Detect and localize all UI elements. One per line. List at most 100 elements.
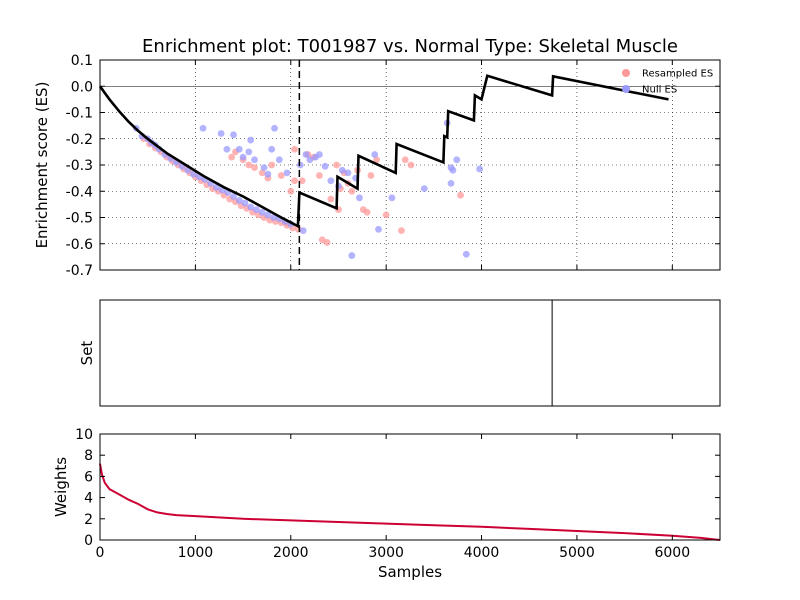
es-panel: 0.1 0.0 -0.1 -0.2 -0.3 -0.4 -0.5 -0.6 -0.7 Enric… <box>33 53 721 279</box>
null-es-point <box>447 164 455 172</box>
resampled-es-point <box>245 161 253 169</box>
null-es-point <box>247 203 255 211</box>
null-es-point <box>223 145 231 153</box>
null-es-point <box>260 164 268 172</box>
weights-panel-border <box>99 433 721 541</box>
weights-x-ticks: 0 1000 2000 3000 4000 5000 6000 <box>96 434 690 561</box>
es-ytick-label: 0.0 <box>71 79 93 95</box>
es-ytick-label: -0.6 <box>66 237 93 253</box>
es-legend: Resampled ES Null ES <box>622 69 713 96</box>
es-ytick-label: -0.5 <box>66 211 93 227</box>
resampled-es-point <box>363 208 371 216</box>
null-es-point <box>212 183 220 191</box>
weights-xtick-label: 0 <box>96 545 105 561</box>
weights-x-axis-label: Samples <box>378 563 442 581</box>
null-es-point <box>306 156 314 164</box>
es-ytick-label: -0.1 <box>66 106 93 122</box>
weights-y-axis-label: Weights <box>52 457 70 517</box>
weights-xtick-label: 5000 <box>559 545 595 561</box>
resampled-es-point <box>348 187 356 195</box>
null-es-point <box>447 179 455 187</box>
null-es-point <box>235 145 243 153</box>
es-ytick-label: -0.4 <box>66 184 93 200</box>
resampled-es-point <box>407 161 415 169</box>
weights-ytick-label: 6 <box>84 469 93 485</box>
null-es-point <box>230 193 237 200</box>
null-es-point <box>251 156 258 164</box>
weights-xtick-label: 1000 <box>178 545 214 561</box>
weights-xtick-label: 2000 <box>273 545 309 561</box>
null-es-point <box>253 206 260 214</box>
null-es-point <box>388 194 396 202</box>
null-es-point <box>299 227 307 235</box>
resampled-es-point <box>298 177 306 185</box>
null-es-point <box>239 153 247 161</box>
null-es-point <box>190 170 197 178</box>
weights-xtick-label: 6000 <box>654 545 690 561</box>
weights-xtick-label: 3000 <box>368 545 404 561</box>
null-es-point <box>296 161 304 169</box>
null-es-point <box>321 162 329 170</box>
null-es-point <box>270 214 277 221</box>
null-es-point <box>375 225 382 233</box>
set-panel-border <box>99 299 721 407</box>
null-es-point <box>356 194 363 202</box>
resampled-es-point <box>373 156 381 164</box>
es-ytick-label: -0.7 <box>66 263 93 279</box>
resampled-es-point <box>291 145 298 153</box>
null-es-point <box>241 199 249 207</box>
null-es-point <box>453 156 461 164</box>
null-es-point <box>235 197 243 204</box>
legend-label-null: Null ES <box>642 85 677 96</box>
weights-panel: 10 8 6 4 2 0 0 1000 2000 3000 4000 5000 6000 Weight… <box>52 427 721 581</box>
weights-ytick-label: 4 <box>84 491 93 507</box>
resampled-es-point <box>367 172 375 179</box>
resampled-es-point <box>258 169 266 177</box>
weights-ytick-label: 10 <box>75 427 93 443</box>
resampled-es-point <box>401 156 409 164</box>
null-es-point <box>268 145 276 153</box>
resampled-es-point <box>291 177 298 185</box>
legend-marker-resampled <box>622 69 630 77</box>
set-panel: Set <box>78 299 721 407</box>
null-es-point <box>271 124 278 132</box>
resampled-es-point <box>268 161 276 169</box>
null-es-point <box>420 185 428 193</box>
resampled-es-point <box>251 164 258 172</box>
weights-panel-bg <box>100 434 720 540</box>
null-es-point <box>476 165 484 173</box>
weights-ytick-label: 2 <box>84 512 93 528</box>
chart-title: Enrichment plot: T001987 vs. Normal Type… <box>142 36 678 57</box>
resampled-es-point <box>323 239 331 246</box>
weights-y-ticks: 10 8 6 4 2 0 <box>75 427 720 549</box>
resampled-es-point <box>315 172 323 179</box>
null-es-point <box>338 166 346 174</box>
resampled-es-point <box>382 211 390 219</box>
resampled-es-point <box>228 153 236 161</box>
null-es-point <box>371 151 379 158</box>
null-es-point <box>275 156 283 164</box>
null-es-point <box>264 211 272 219</box>
null-es-point <box>199 124 207 132</box>
legend-label-resampled: Resampled ES <box>642 69 713 80</box>
null-es-point <box>283 169 291 177</box>
null-es-point <box>230 131 237 139</box>
resampled-es-point <box>457 191 464 199</box>
resampled-es-point <box>333 161 340 169</box>
null-es-point <box>264 170 272 178</box>
set-y-axis-label: Set <box>78 341 96 366</box>
es-ytick-label: 0.1 <box>71 53 93 69</box>
weights-xtick-label: 4000 <box>464 545 500 561</box>
null-es-point <box>217 130 225 137</box>
es-ytick-label: -0.3 <box>66 158 93 174</box>
null-es-point <box>327 177 335 185</box>
null-es-point <box>344 169 352 177</box>
resampled-es-point <box>287 187 295 195</box>
es-x-ticks <box>99 60 673 270</box>
resampled-es-point <box>327 195 335 203</box>
null-es-point <box>302 151 310 158</box>
weights-curve <box>99 463 721 541</box>
es-ytick-label: -0.2 <box>66 132 93 148</box>
es-y-ticks: 0.1 0.0 -0.1 -0.2 -0.3 -0.4 -0.5 -0.6 -0.7 <box>66 53 720 279</box>
